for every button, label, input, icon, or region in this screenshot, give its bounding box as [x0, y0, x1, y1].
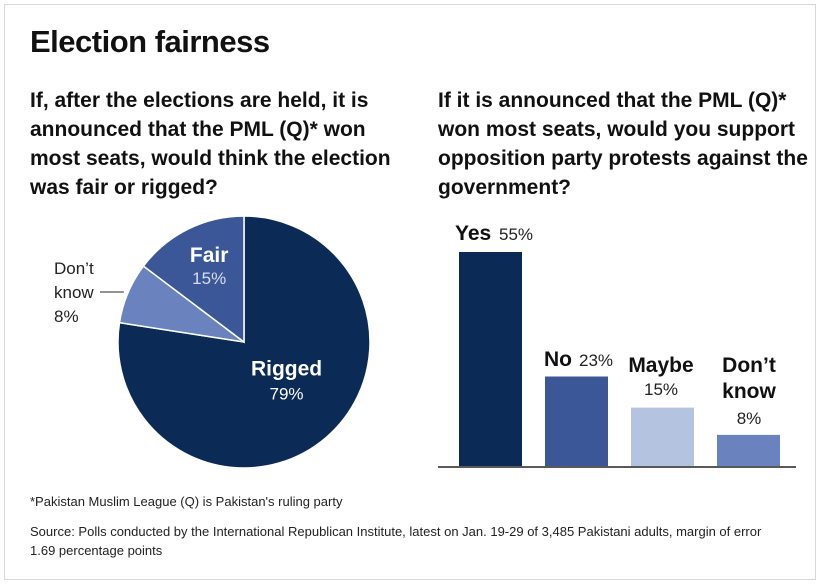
bar-label-dont-know-line2: know	[722, 380, 776, 403]
bar-value-maybe: 15%	[644, 380, 678, 399]
bar-value-dont-know: 8%	[737, 409, 762, 428]
pie-slice-fair	[142, 215, 245, 344]
pie-label-rigged: Rigged	[251, 358, 322, 381]
footnote: *Pakistan Muslim League (Q) is Pakistan'…	[30, 494, 343, 509]
pie-label-dont-know-line1: Don’t	[54, 259, 94, 278]
bar-label-dont-know-line1: Don’t	[722, 354, 776, 377]
bar-label-no: No	[544, 348, 572, 371]
bar-yes	[459, 252, 522, 466]
source-note: Source: Polls conducted by the Internati…	[30, 524, 762, 558]
pie-value-rigged: 79%	[270, 385, 304, 404]
bar-value-yes: 55%	[499, 225, 533, 244]
bar-value-no: 23%	[579, 351, 613, 370]
pie-value-dont-know: 8%	[54, 307, 79, 326]
chart-title: Election fairness	[30, 24, 270, 59]
bar-question: If it is announced that the PML (Q)* won…	[438, 89, 808, 199]
pie-slice-rigged	[117, 215, 371, 469]
bar-maybe	[631, 407, 694, 466]
pie-value-fair: 15%	[192, 269, 226, 288]
pie-label-dont-know-line2: know	[54, 283, 94, 302]
pie-label-fair: Fair	[190, 244, 229, 267]
bar-label-maybe: Maybe	[628, 354, 693, 377]
bar-label-yes: Yes	[455, 222, 491, 245]
bar-no	[545, 376, 608, 466]
bar-don-t-know	[717, 434, 780, 466]
pie-question: If, after the elections are held, it is …	[30, 89, 391, 199]
